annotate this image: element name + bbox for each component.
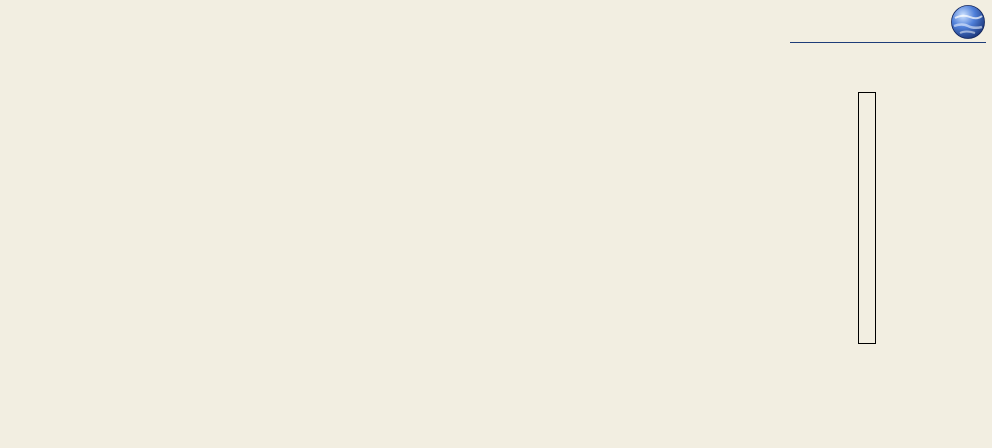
brand-divider bbox=[790, 42, 986, 43]
latitude-axis-right bbox=[760, 70, 790, 420]
latitude-axis-left bbox=[4, 70, 32, 420]
colorbar-gradient bbox=[858, 92, 876, 344]
brand-row bbox=[776, 4, 986, 40]
longitude-axis-bottom bbox=[36, 424, 756, 437]
globe-logo-icon bbox=[951, 5, 985, 39]
longitude-axis-top bbox=[36, 53, 756, 66]
world-map bbox=[36, 70, 756, 420]
world-map-canvas[interactable] bbox=[36, 70, 756, 420]
colorbar-ticks bbox=[882, 93, 972, 343]
colorbar bbox=[858, 70, 978, 380]
branding bbox=[776, 4, 986, 46]
